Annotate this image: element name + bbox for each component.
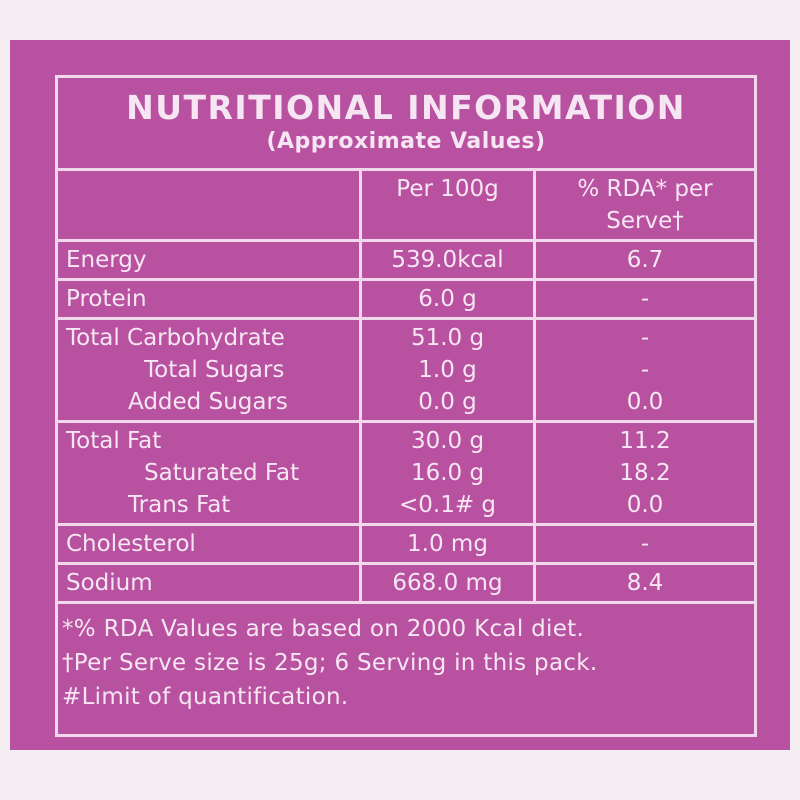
nutrient-name: Total Fat [66, 428, 162, 454]
nutrient-value: 0.0 g [418, 389, 477, 415]
nutrient-name: Energy [66, 247, 147, 273]
header-cell [58, 171, 362, 242]
table-cell: 539.0kcal [359, 239, 536, 281]
nutrient-row: Total Fat Saturated Fat Trans Fat 30.0 g 16.… [58, 420, 754, 526]
nutrient-value: 8.4 [626, 570, 664, 596]
nutrient-value: - [640, 325, 650, 351]
table-cell: 668.0 mg [359, 562, 536, 604]
nutrient-value: 11.2 [619, 428, 671, 454]
footnote: †Per Serve size is 25g; 6 Serving in thi… [62, 650, 598, 676]
table-cell: Total Carbohydrate Total Sugars Added Suga… [58, 317, 362, 423]
title-box: NUTRITIONAL INFORMATION (Approximate Val… [58, 78, 754, 171]
nutrient-value: 1.0 mg [407, 531, 488, 557]
header-cell: Per 100g [359, 171, 536, 242]
nutrient-value: - [640, 286, 650, 312]
nutrient-name: Sodium [66, 570, 153, 596]
nutrient-row: Protein 6.0 g - [58, 278, 754, 320]
nutrient-value: 51.0 g [410, 325, 485, 351]
nutrient-value: 539.0kcal [391, 247, 504, 273]
nutrient-value: 1.0 g [418, 357, 477, 383]
table-cell: 11.2 18.2 0.0 [533, 420, 754, 526]
label-background: NUTRITIONAL INFORMATION (Approximate Val… [10, 40, 790, 750]
nutrition-table: Per 100g% RDA* per Serve† Energy 539.0kcal… [58, 171, 754, 604]
table-cell: - [533, 523, 754, 565]
nutrient-name: Added Sugars [128, 389, 288, 415]
nutrient-name: Saturated Fat [144, 460, 300, 486]
header-row: Per 100g% RDA* per Serve† [58, 171, 754, 242]
table-cell: 8.4 [533, 562, 754, 604]
table-cell: - - 0.0 [533, 317, 754, 423]
table-cell: 51.0 g 1.0 g 0.0 g [359, 317, 536, 423]
footnote: *% RDA Values are based on 2000 Kcal die… [62, 616, 585, 642]
table-cell: Energy [58, 239, 362, 281]
nutrient-value: 6.0 g [418, 286, 477, 312]
nutrient-value: 16.0 g [410, 460, 485, 486]
nutrient-row: Cholesterol 1.0 mg - [58, 523, 754, 565]
nutrient-value: 0.0 [626, 389, 664, 415]
table-cell: 6.0 g [359, 278, 536, 320]
table-cell: Cholesterol [58, 523, 362, 565]
table-cell: 30.0 g 16.0 g <0.1# g [359, 420, 536, 526]
nutrient-value: 18.2 [619, 460, 671, 486]
table-cell: 1.0 mg [359, 523, 536, 565]
nutrient-name: Total Carbohydrate [66, 325, 285, 351]
title: NUTRITIONAL INFORMATION [126, 88, 686, 127]
nutrient-name: Protein [66, 286, 147, 312]
nutrient-value: 668.0 mg [392, 570, 503, 596]
subtitle: (Approximate Values) [266, 129, 546, 154]
footnote: #Limit of quantification. [62, 684, 349, 710]
nutrient-name: Cholesterol [66, 531, 196, 557]
nutrient-value: 6.7 [626, 247, 664, 273]
table-cell: Sodium [58, 562, 362, 604]
nutrient-row: Energy 539.0kcal 6.7 [58, 239, 754, 281]
table-cell: - [533, 278, 754, 320]
nutrient-row: Total Carbohydrate Total Sugars Added Suga… [58, 317, 754, 423]
table-cell: Protein [58, 278, 362, 320]
table-cell: Total Fat Saturated Fat Trans Fat [58, 420, 362, 526]
footnotes: *% RDA Values are based on 2000 Kcal die… [58, 604, 754, 714]
nutrient-value: 0.0 [626, 492, 664, 518]
header-cell: % RDA* per Serve† [533, 171, 754, 242]
nutrient-row: Sodium 668.0 mg 8.4 [58, 562, 754, 604]
nutrient-value: <0.1# g [398, 492, 497, 518]
nutrient-name: Trans Fat [128, 492, 231, 518]
nutrient-name: Total Sugars [144, 357, 285, 383]
nutrient-value: 30.0 g [410, 428, 485, 454]
table-cell: 6.7 [533, 239, 754, 281]
nutrition-label: NUTRITIONAL INFORMATION (Approximate Val… [55, 75, 757, 737]
nutrient-value: - [640, 357, 650, 383]
nutrient-value: - [640, 531, 650, 557]
